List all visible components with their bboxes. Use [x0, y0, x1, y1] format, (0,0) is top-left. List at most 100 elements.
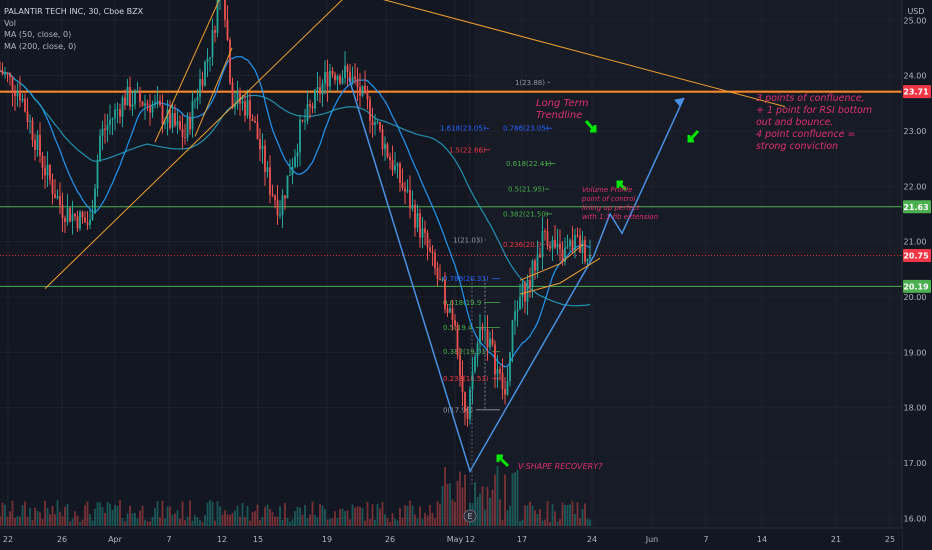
volume-bar: [351, 504, 354, 526]
candle-body: [176, 121, 179, 126]
fib-ext-label: 1.618(23.05): [440, 125, 486, 133]
volume-bar: [491, 489, 494, 526]
candle-body: [49, 164, 51, 180]
volume-bar: [181, 501, 184, 526]
candle-body: [139, 90, 141, 102]
time-tick-label: 12: [217, 535, 227, 544]
volume-bar: [54, 514, 56, 526]
volume-bar: [64, 506, 66, 526]
volume-bar: [301, 514, 304, 526]
volume-bar: [229, 514, 231, 526]
volume-bar: [171, 514, 174, 526]
candle-body: [36, 135, 39, 150]
candle-body: [144, 103, 146, 106]
volume-bar: [494, 474, 496, 526]
candle-body: [304, 120, 306, 122]
candle-body: [21, 98, 24, 101]
legend-ma50[interactable]: MA (50, close, 0): [4, 30, 72, 39]
candle-body: [131, 104, 134, 107]
volume-bar: [236, 505, 239, 526]
volume-bar: [11, 500, 14, 526]
candle-body: [189, 117, 191, 130]
volume-bar: [116, 506, 119, 526]
volume-bar: [104, 512, 106, 526]
volume-bar: [31, 520, 34, 526]
fib-ret-label: 0.618(19.9: [443, 299, 481, 307]
candle-body: [271, 194, 274, 196]
volume-bar: [361, 507, 364, 526]
time-axis[interactable]: 22 26 Apr 7 12 15 19 26 May 12 17 24 Jun 7 14 21 25: [0, 527, 902, 550]
candle-body: [466, 411, 469, 419]
volume-bar: [126, 513, 129, 526]
symbol-title[interactable]: PALANTIR TECH INC, 30, Cboe BZX: [4, 7, 144, 16]
candle-body: [321, 83, 324, 95]
volume-bar: [419, 506, 421, 526]
candle-body: [24, 98, 26, 112]
candle-body: [561, 249, 564, 262]
candle-body: [549, 246, 551, 249]
volume-bar: [246, 505, 249, 526]
volume-bar: [89, 514, 91, 526]
volume-bar: [504, 474, 506, 526]
volume-bar: [119, 500, 121, 526]
time-tick-label: Apr: [108, 535, 123, 544]
candle-body: [391, 160, 394, 171]
volume-bar: [94, 508, 96, 526]
price-tag: [903, 200, 931, 214]
candle-body: [261, 145, 264, 150]
candle-body: [191, 100, 194, 130]
candle-body: [274, 195, 276, 201]
price-axis[interactable]: USD 16.00 17.00 18.00 19.00 20.00 21.00 22.00 23…: [901, 0, 932, 550]
volume-bar: [284, 502, 286, 526]
projection-arrowhead: [674, 97, 684, 107]
candle-body: [106, 124, 109, 130]
candle-body: [381, 129, 384, 150]
earnings-marker: [463, 509, 477, 523]
candle-body: [576, 235, 579, 237]
candle-body: [264, 145, 266, 172]
time-tick-label: 7: [703, 535, 708, 544]
volume-bar: [539, 509, 541, 526]
volume-bar: [311, 501, 314, 526]
candle-body: [334, 74, 336, 81]
candle-body: [324, 71, 326, 84]
volume-bar: [451, 499, 454, 526]
volume-bar: [296, 506, 299, 526]
volume-bar: [271, 512, 274, 526]
volume-bar: [541, 520, 544, 526]
drawings: [44, 0, 786, 474]
volume-bar: [76, 515, 79, 526]
candle-body: [489, 338, 491, 348]
volume-profile-note-line: with 1:1 fib extension: [582, 213, 658, 221]
candle-body: [94, 188, 96, 214]
volume-bar: [564, 504, 566, 526]
trendline-note-line: Long Term: [536, 98, 589, 109]
candle-body: [371, 120, 374, 126]
volume-bar: [174, 513, 176, 526]
candle-body: [366, 90, 369, 100]
legend-ma200[interactable]: MA (200, close, 0): [4, 41, 77, 51]
volume-bar: [286, 517, 289, 526]
time-tick-label: 25: [885, 535, 895, 544]
volume-bar: [586, 518, 589, 526]
candle-body: [244, 101, 246, 116]
volume-bar: [179, 518, 181, 526]
price-tag-label: 21.63: [903, 203, 928, 212]
volume-bar: [519, 521, 521, 526]
volume-bar: [156, 501, 159, 526]
candle-body: [514, 311, 516, 321]
volume-bar: [561, 502, 564, 526]
legend-vol[interactable]: Vol: [4, 18, 16, 28]
volume-bar: [19, 516, 21, 526]
time-tick-label: 7: [166, 535, 171, 544]
volume-bar: [454, 501, 456, 526]
candle-body: [161, 105, 164, 125]
candle-body: [16, 91, 19, 97]
candle-body: [481, 326, 484, 330]
candle-body: [536, 254, 539, 271]
candle-body: [289, 174, 291, 176]
candle-body: [386, 144, 389, 157]
volume-bar: [61, 516, 64, 526]
volume-bar: [266, 504, 269, 526]
